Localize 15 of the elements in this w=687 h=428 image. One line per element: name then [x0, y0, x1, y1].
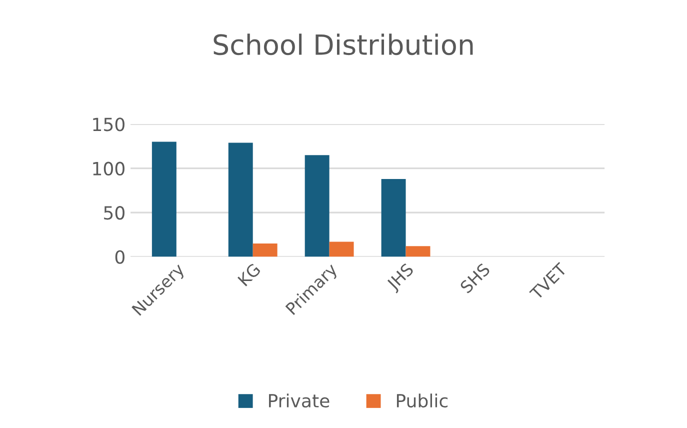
bar [152, 142, 176, 257]
y-tick-label: 150 [93, 118, 124, 132]
bar [252, 244, 278, 257]
y-tick-label: 0 [115, 250, 124, 264]
legend-label: Private [269, 394, 330, 408]
x-tick-label: KG [237, 262, 262, 286]
bar [329, 242, 354, 257]
legend-label: Public [396, 394, 448, 408]
bar [228, 142, 253, 257]
bar [406, 246, 430, 257]
bar [304, 155, 330, 257]
bar [381, 178, 406, 257]
chart-title: School Distribution [214, 34, 473, 56]
y-tick-label: 100 [93, 162, 124, 176]
y-tick-label: 50 [104, 206, 124, 220]
